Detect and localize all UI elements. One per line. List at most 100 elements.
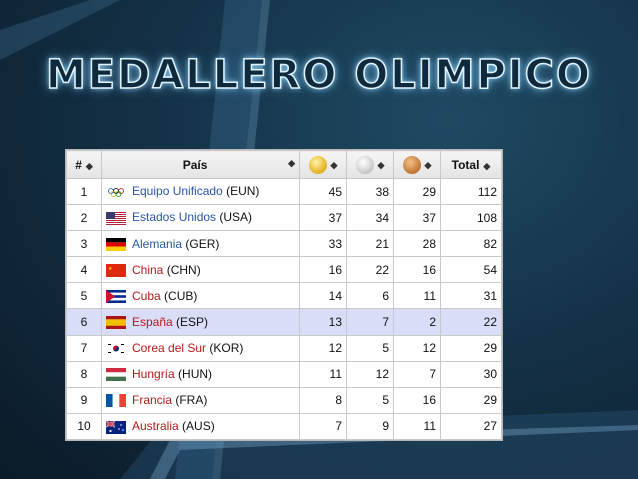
bronze-cell: 28 — [393, 230, 441, 258]
silver-cell: 5 — [346, 334, 394, 362]
country-link[interactable]: Estados Unidos — [132, 210, 217, 225]
silver-cell: 5 — [346, 386, 394, 414]
gold-cell: 12 — [299, 334, 347, 362]
silver-cell: 6 — [346, 282, 394, 310]
country-header-label: País — [182, 157, 208, 172]
sort-icon[interactable]: ◆ — [424, 159, 432, 170]
rank-cell: 9 — [66, 386, 102, 414]
total-cell: 54 — [440, 256, 502, 284]
table-row: 7 Corea del Sur (KOR) 12 5 12 29 — [66, 334, 502, 362]
country-link[interactable]: Equipo Unificado — [132, 184, 223, 199]
total-cell: 82 — [440, 230, 502, 258]
total-cell: 30 — [440, 360, 502, 388]
silver-header[interactable]: ◆ — [346, 150, 394, 179]
country-link[interactable]: Corea del Sur — [132, 340, 207, 355]
country-code: (AUS) — [182, 419, 215, 434]
total-header-label: Total — [451, 157, 480, 172]
bronze-cell: 16 — [393, 386, 441, 414]
silver-cell: 12 — [346, 360, 394, 388]
country-link[interactable]: Alemania — [132, 236, 183, 251]
country-code: (ESP) — [176, 314, 209, 329]
country-cell: Cuba (CUB) — [101, 282, 300, 310]
sort-icon[interactable]: ◆ — [288, 157, 295, 168]
silver-cell: 34 — [346, 204, 394, 232]
south-korea-flag-icon — [106, 342, 126, 356]
sort-icon[interactable]: ◆ — [377, 159, 385, 170]
gold-medal-icon — [308, 155, 327, 174]
rank-cell: 3 — [66, 230, 102, 258]
bronze-cell: 2 — [393, 308, 441, 336]
china-flag-icon: ★ — [106, 263, 126, 277]
silver-cell: 7 — [346, 308, 394, 336]
bronze-medal-icon — [402, 155, 421, 174]
gold-cell: 14 — [299, 282, 347, 310]
country-header[interactable]: País ◆ — [101, 150, 300, 179]
spain-flag-icon — [106, 316, 126, 330]
silver-medal-icon — [355, 155, 374, 174]
table-row: 2 Estados Unidos (USA) 37 34 37 108 — [66, 204, 502, 232]
table-row: 1 Equipo Unificado (EUN) 45 38 29 112 — [66, 177, 502, 206]
bronze-cell: 29 — [393, 177, 441, 206]
table-row: 8 Hungría (HUN) 11 12 7 30 — [66, 360, 502, 388]
bronze-header[interactable]: ◆ — [393, 150, 441, 179]
table-row: 6 España (ESP) 13 7 2 22 — [66, 308, 502, 336]
rank-cell: 2 — [66, 204, 102, 232]
bronze-cell: 16 — [393, 256, 441, 284]
country-link[interactable]: Hungría — [132, 367, 175, 382]
country-code: (CHN) — [166, 262, 201, 277]
country-cell: Francia (FRA) — [101, 386, 300, 414]
country-link[interactable]: China — [132, 262, 164, 277]
bronze-cell: 12 — [393, 334, 441, 362]
country-cell: Equipo Unificado (EUN) — [101, 177, 300, 206]
cuba-flag-icon — [106, 290, 126, 304]
rank-cell: 6 — [66, 308, 102, 336]
total-cell: 31 — [440, 282, 502, 310]
germany-flag-icon — [106, 237, 126, 251]
total-header[interactable]: Total ◆ — [440, 150, 502, 179]
table-row: 10 Australia (AUS) 7 9 11 27 — [66, 412, 502, 441]
australia-flag-icon — [105, 419, 126, 434]
sort-icon[interactable]: ◆ — [483, 160, 491, 171]
table-row: 3 Alemania (GER) 33 21 28 82 — [66, 230, 502, 258]
usa-flag-icon — [106, 211, 126, 225]
france-flag-icon — [106, 394, 126, 408]
rank-header[interactable]: # ◆ — [66, 150, 102, 179]
country-cell: Corea del Sur (KOR) — [101, 334, 300, 362]
gold-header[interactable]: ◆ — [299, 150, 347, 179]
page-title: MEDALLERO OLIMPICO — [45, 51, 593, 99]
country-code: (HUN) — [178, 367, 213, 382]
country-code: (CUB) — [164, 288, 198, 303]
bronze-cell: 37 — [393, 204, 441, 232]
total-cell: 27 — [440, 412, 502, 441]
sort-icon[interactable]: ◆ — [85, 160, 93, 171]
gold-cell: 7 — [299, 412, 347, 441]
total-cell: 22 — [440, 308, 502, 336]
country-cell: Alemania (GER) — [101, 230, 300, 258]
bronze-cell: 11 — [393, 282, 441, 310]
gold-cell: 13 — [299, 308, 347, 336]
country-cell: ★ China (CHN) — [101, 256, 300, 284]
country-link[interactable]: Australia — [132, 419, 179, 434]
gold-cell: 11 — [299, 360, 347, 388]
bronze-cell: 7 — [393, 360, 441, 388]
olympic-rings-flag-icon — [106, 185, 126, 199]
country-code: (USA) — [219, 210, 253, 225]
total-cell: 112 — [440, 177, 502, 206]
hungary-flag-icon — [106, 368, 126, 382]
rank-cell: 5 — [66, 282, 102, 310]
silver-cell: 21 — [346, 230, 394, 258]
silver-cell: 22 — [346, 256, 394, 284]
gold-cell: 16 — [299, 256, 347, 284]
total-cell: 29 — [440, 386, 502, 414]
country-link[interactable]: Cuba — [132, 288, 161, 303]
country-cell: Estados Unidos (USA) — [101, 204, 300, 232]
country-link[interactable]: España — [132, 314, 173, 329]
silver-cell: 9 — [346, 412, 394, 441]
rank-cell: 10 — [66, 412, 102, 441]
sort-icon[interactable]: ◆ — [330, 159, 338, 170]
rank-cell: 7 — [66, 334, 102, 362]
country-code: (KOR) — [209, 340, 244, 355]
gold-cell: 45 — [299, 177, 347, 206]
country-cell: Hungría (HUN) — [101, 360, 300, 388]
country-link[interactable]: Francia — [132, 393, 173, 408]
